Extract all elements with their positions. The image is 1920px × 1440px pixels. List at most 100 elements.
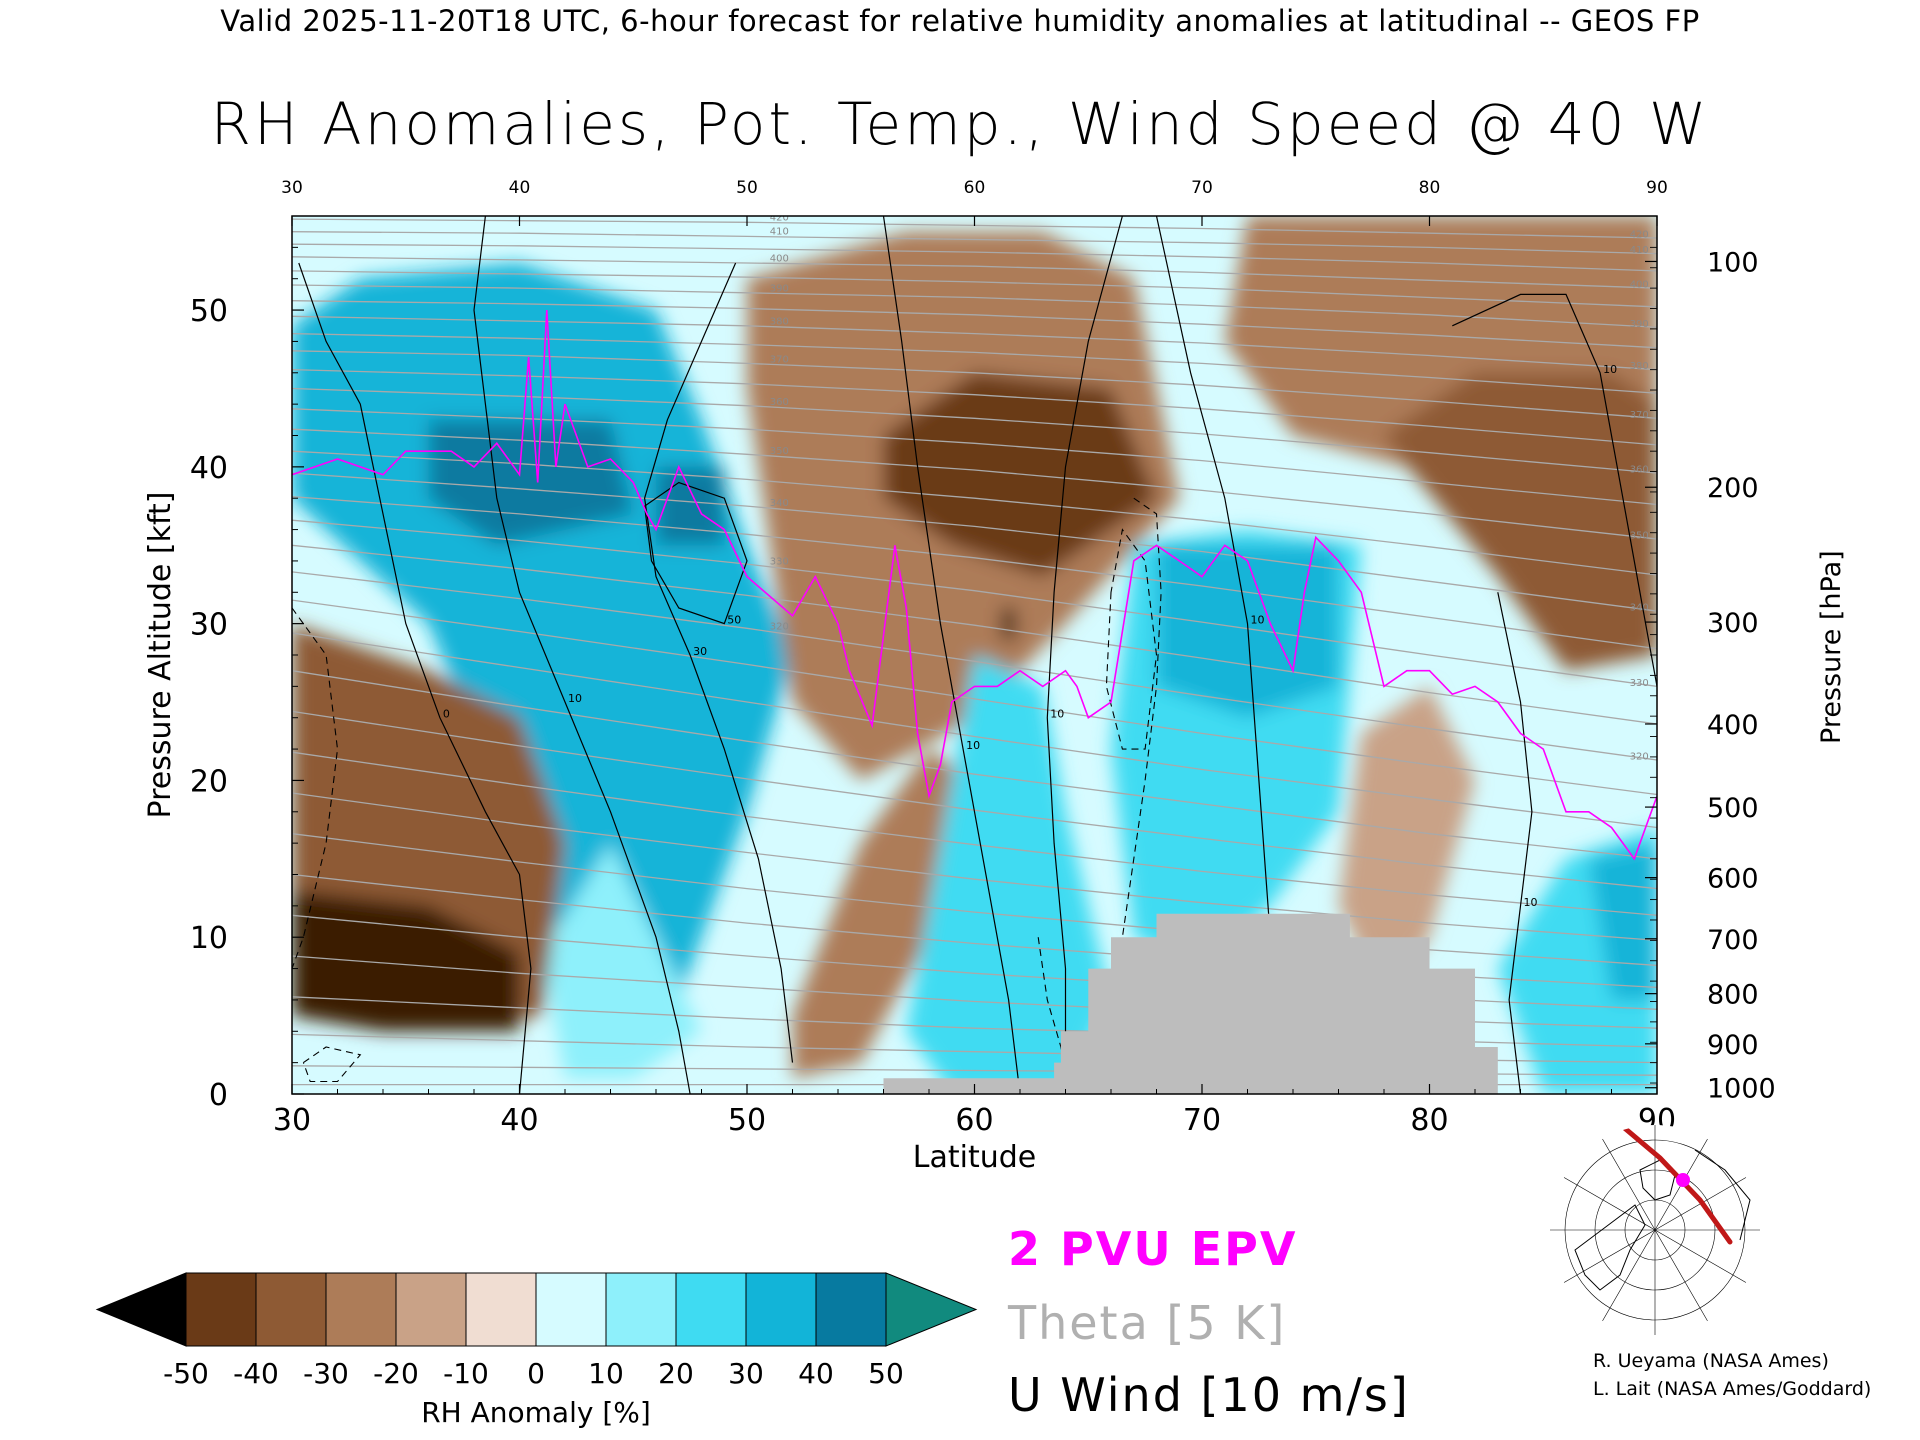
theta-contour-label: 390 bbox=[1630, 319, 1649, 330]
pressure-tick-label: 400 bbox=[1707, 710, 1759, 741]
x-axis-label: Latitude bbox=[913, 1140, 1036, 1175]
valid-time-header: Valid 2025-11-20T18 UTC, 6-hour forecast… bbox=[220, 4, 1700, 38]
wind-isotach-label: 10 bbox=[1524, 896, 1538, 909]
colorbar-swatch bbox=[605, 1272, 677, 1347]
rh-anomaly-region bbox=[292, 890, 520, 1032]
theta-contour-label: 320 bbox=[770, 622, 789, 633]
chart-title: RH Anomalies, Pot. Temp., Wind Speed @ 4… bbox=[210, 90, 1710, 158]
legend-wind: U Wind [10 m/s] bbox=[1008, 1368, 1410, 1422]
wind-isotach-label: 10 bbox=[1251, 614, 1265, 627]
theta-contour-label: 340 bbox=[770, 498, 789, 509]
theta-contour bbox=[292, 300, 1657, 349]
theta-contour bbox=[292, 332, 1657, 394]
theta-contour bbox=[292, 599, 1657, 796]
theta-contour-label: 400 bbox=[770, 253, 789, 264]
theta-contour-label: 370 bbox=[1630, 410, 1649, 421]
inset-map-meridian bbox=[1599, 1229, 1656, 1326]
wind-isotach-label: 10 bbox=[966, 739, 980, 752]
y-tick-label: 50 bbox=[190, 294, 228, 329]
theta-contour-label: 410 bbox=[770, 227, 789, 238]
wind-isotach-negative bbox=[1105, 528, 1158, 750]
x-tick-label: 70 bbox=[1183, 1103, 1221, 1138]
colorbar-label: RH Anomaly [%] bbox=[421, 1396, 651, 1429]
colorbar-tick-label: -40 bbox=[233, 1357, 279, 1390]
legend-pvu: 2 PVU EPV bbox=[1008, 1222, 1298, 1276]
theta-contour bbox=[292, 350, 1657, 419]
colorbar-under-arrow bbox=[95, 1272, 187, 1347]
rh-anomaly-region bbox=[542, 843, 702, 1079]
wind-isotach bbox=[1452, 293, 1657, 687]
inset-map bbox=[1550, 1125, 1760, 1335]
pvu-2-line bbox=[292, 310, 1657, 861]
colorbar-tick-label: -50 bbox=[163, 1357, 209, 1390]
credit-line: L. Lait (NASA Ames/Goddard) bbox=[1593, 1378, 1872, 1400]
x-tick-label-top: 90 bbox=[1646, 178, 1668, 198]
colorbar-swatch bbox=[675, 1272, 747, 1347]
colorbar-tick-label: -10 bbox=[443, 1357, 489, 1390]
theta-contour bbox=[292, 450, 1657, 576]
y-tick-label: 40 bbox=[190, 451, 228, 486]
colorbar-swatch bbox=[465, 1272, 537, 1347]
colorbar-swatch bbox=[255, 1272, 327, 1347]
wind-isotach-label: 50 bbox=[727, 614, 741, 627]
colorbar-swatch bbox=[815, 1272, 887, 1347]
colorbar-tick-label: 50 bbox=[868, 1357, 904, 1390]
x-tick-label: 60 bbox=[955, 1103, 993, 1138]
colorbar-swatch bbox=[185, 1272, 257, 1347]
colorbar-tick-label: 10 bbox=[588, 1357, 624, 1390]
pressure-tick-label: 1000 bbox=[1707, 1074, 1776, 1105]
theta-contour-label: 360 bbox=[1630, 465, 1649, 476]
axes: 3030404050506060707080809090Latitude0102… bbox=[143, 178, 1847, 1175]
theta-contour-label: 330 bbox=[770, 557, 789, 568]
inset-map-marker bbox=[1676, 1173, 1690, 1187]
colorbar-tick-label: 30 bbox=[728, 1357, 764, 1390]
wind-isotach bbox=[298, 262, 532, 1094]
rh-anomaly-region bbox=[1338, 686, 1475, 1000]
x-tick-label-top: 40 bbox=[509, 178, 531, 198]
terrain-block bbox=[883, 913, 1498, 1094]
colorbar-tick-label: 0 bbox=[527, 1357, 545, 1390]
theta-contour bbox=[292, 792, 1657, 942]
theta-contour bbox=[292, 428, 1657, 540]
wind-isotach bbox=[643, 262, 794, 1063]
y-tick-label: 20 bbox=[190, 764, 228, 799]
rh-anomaly-region bbox=[1588, 843, 1657, 1000]
theta-contour bbox=[292, 519, 1657, 688]
pressure-tick-label: 300 bbox=[1707, 608, 1759, 639]
theta-contour-label: 400 bbox=[1630, 280, 1649, 291]
x-tick-label-top: 60 bbox=[964, 178, 986, 198]
theta-contour bbox=[292, 368, 1657, 446]
colorbar-swatch bbox=[535, 1272, 607, 1347]
y-tick-label: 0 bbox=[209, 1078, 228, 1113]
theta-contour bbox=[292, 315, 1657, 371]
colorbar-swatch bbox=[325, 1272, 397, 1347]
rh-anomaly-region bbox=[656, 466, 725, 546]
theta-contour-label: 380 bbox=[1630, 361, 1649, 372]
inset-map-meridian bbox=[1599, 1134, 1656, 1231]
theta-contour-label: 340 bbox=[1630, 603, 1649, 614]
theta-contour bbox=[292, 544, 1657, 725]
wind-isotach-label: 10 bbox=[1603, 363, 1617, 376]
inset-map-coastline bbox=[1694, 1149, 1751, 1241]
colorbar: -50 -40 -30 -20 -10 0 10 20 30 40 50 RH Anomaly [%] bbox=[95, 1272, 978, 1429]
theta-contour bbox=[292, 632, 1657, 829]
terrain-mask bbox=[883, 913, 1498, 1094]
pvu-contour bbox=[292, 310, 1657, 861]
colorbar-over-arrow bbox=[885, 1272, 978, 1347]
theta-contour-label: 350 bbox=[1630, 531, 1649, 542]
y-axis-label: Pressure Altitude [kft] bbox=[143, 492, 178, 819]
legend-theta: Theta [5 K] bbox=[1008, 1296, 1287, 1350]
theta-contour-label: 380 bbox=[770, 317, 789, 328]
x-tick-label-top: 30 bbox=[281, 178, 303, 198]
rh-anomaly-region bbox=[1001, 608, 1016, 640]
rh-anomaly-region bbox=[906, 655, 1111, 1094]
theta-contour-label: 350 bbox=[770, 446, 789, 457]
theta-contour-label: 410 bbox=[1630, 245, 1649, 256]
rh-anomaly-region bbox=[792, 749, 975, 1079]
theta-contours: 320 320 330 330 340 340 350 350 360 360 370 370 380 3… bbox=[292, 216, 1657, 1086]
theta-contour-label: 360 bbox=[770, 397, 789, 408]
pressure-tick-label: 200 bbox=[1707, 473, 1759, 504]
theta-contour bbox=[292, 495, 1657, 650]
colorbar-tick-label: 40 bbox=[798, 1357, 834, 1390]
